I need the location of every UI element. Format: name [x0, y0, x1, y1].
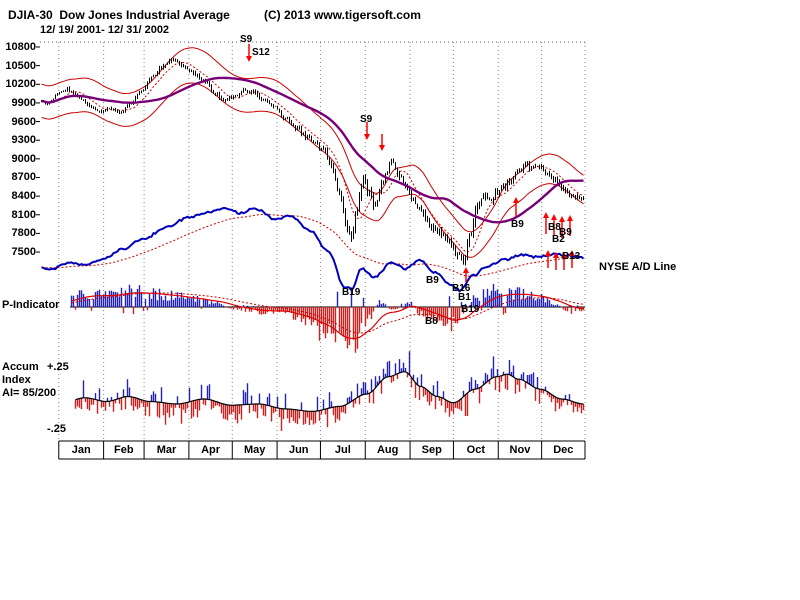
- accum-positive-bars: [82, 351, 571, 411]
- upper-band-line: [41, 47, 584, 233]
- buy-arrow-icon: [561, 252, 567, 270]
- accum-minus-025-label: -.25: [47, 423, 66, 435]
- p-indicator-fast-line: [71, 292, 584, 340]
- price-bars: [41, 57, 584, 266]
- accum-label: Accum: [2, 361, 39, 373]
- signal-label-b9: B9: [511, 219, 524, 230]
- sell-arrow-icon: [379, 134, 385, 151]
- month-label-mar: Mar: [156, 444, 177, 456]
- signal-label-b19: B19: [461, 304, 480, 315]
- date-range-label: 12/ 19/ 2001- 12/ 31/ 2002: [40, 24, 170, 36]
- signal-label-b8: B8: [425, 316, 438, 327]
- month-label-sep: Sep: [421, 444, 442, 456]
- purple-ma-line: [41, 76, 584, 224]
- y-axis-label: 9300: [11, 134, 36, 147]
- month-label-may: May: [243, 444, 266, 456]
- signal-label-b9: B9: [559, 227, 572, 238]
- nyse-ad-line-label: NYSE A/D Line: [599, 261, 677, 273]
- signal-label-s9: S9: [240, 34, 253, 45]
- month-label-apr: Apr: [201, 444, 221, 456]
- signal-label-b1: B1: [458, 292, 471, 303]
- y-axis-label: 10500: [5, 59, 36, 72]
- buy-arrow-icon: [545, 250, 551, 268]
- y-axis-label: 10200: [5, 78, 36, 91]
- sell-arrow-icon: [246, 44, 252, 62]
- y-axis-label: 7500: [11, 246, 36, 259]
- p-indicator-positive-bars: [70, 283, 579, 307]
- signal-label-b19: B19: [342, 287, 361, 298]
- accum-plus-025-label: +.25: [47, 361, 69, 373]
- signal-label-s9: S9: [360, 114, 373, 125]
- y-axis-label: 9000: [11, 152, 36, 165]
- copyright-text: (C) 2013 www.tigersoft.com: [264, 8, 421, 22]
- y-axis-label: 9900: [11, 96, 36, 109]
- buy-arrow-icon: [559, 216, 565, 238]
- y-axis-label: 10800: [5, 41, 36, 53]
- buy-arrow-icon: [463, 267, 469, 282]
- month-label-dec: Dec: [553, 444, 574, 456]
- y-axis-label: 7800: [11, 227, 36, 240]
- y-axis-label: 8400: [11, 190, 36, 203]
- month-label-jun: Jun: [288, 444, 309, 456]
- month-label-jan: Jan: [71, 444, 91, 456]
- lower-band-line: [41, 82, 584, 258]
- buy-arrow-icon: [569, 250, 575, 268]
- buy-arrow-icon: [543, 212, 549, 234]
- y-axis-label: 9600: [11, 115, 36, 128]
- accum-index-label: Index: [2, 374, 31, 386]
- month-label-nov: Nov: [509, 444, 531, 456]
- signal-label-b2: B2: [552, 234, 565, 245]
- accum-negative-bars: [74, 372, 585, 431]
- accum-ai-value-label: AI= 85/200: [2, 387, 57, 399]
- signal-label-b9: B9: [426, 275, 439, 286]
- accum-index-line: [75, 371, 584, 412]
- signal-label-b8: B8: [548, 222, 561, 233]
- signal-label-b16: B16: [452, 283, 471, 294]
- p-indicator-negative-bars: [74, 307, 585, 353]
- month-label-jul: Jul: [334, 444, 351, 456]
- dotted-ma-line: [41, 62, 584, 253]
- ad-ma-dotted-line: [41, 213, 584, 277]
- sell-arrow-icon: [364, 122, 370, 140]
- signal-label-s12: S12: [252, 47, 270, 58]
- chart-title: DJIA-30 Dow Jones Industrial Average: [8, 8, 230, 22]
- nyse-ad-line: [41, 206, 585, 293]
- month-label-oct: Oct: [466, 444, 486, 456]
- buy-arrow-icon: [567, 215, 573, 236]
- buy-arrow-icon: [553, 252, 559, 270]
- y-axis-label: 8700: [11, 171, 36, 184]
- buy-arrow-icon: [513, 197, 519, 216]
- month-label-feb: Feb: [114, 444, 134, 456]
- signal-label-b13: B13: [562, 251, 581, 262]
- month-label-aug: Aug: [376, 444, 399, 456]
- p-indicator-label: P-Indicator: [2, 299, 60, 311]
- y-axis-label: 8100: [11, 208, 36, 221]
- buy-arrow-icon: [551, 214, 557, 236]
